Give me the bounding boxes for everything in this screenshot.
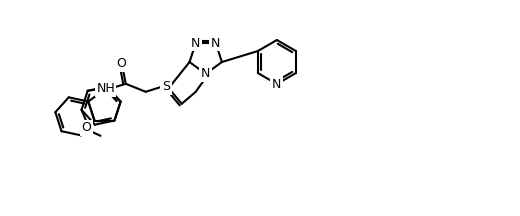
Text: N: N [201,67,211,80]
Text: O: O [99,83,109,96]
Text: NH: NH [96,82,115,95]
Text: O: O [116,57,126,70]
Text: N: N [272,78,281,91]
Text: S: S [162,80,170,93]
Text: N: N [211,37,220,49]
Text: N: N [191,37,200,49]
Text: O: O [82,121,92,134]
